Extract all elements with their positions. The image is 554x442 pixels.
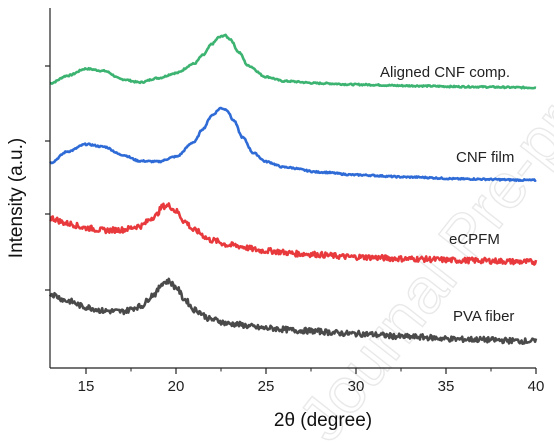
- series-line-0: [49, 33, 537, 90]
- x-tick-label: 30: [348, 378, 365, 395]
- x-tick-labels: 15 20 25 30 35 40: [78, 378, 545, 395]
- x-tick-label: 35: [438, 378, 455, 395]
- series-line-1: [49, 106, 537, 183]
- y-axis-title: Intensity (a.u.): [6, 138, 27, 258]
- x-tick-label: 40: [528, 378, 545, 395]
- x-axis-title: 2θ (degree): [274, 410, 372, 431]
- series-lines: [48, 33, 538, 346]
- series-label-3: PVA fiber: [453, 308, 514, 325]
- series-labels: Aligned CNF comp. CNF film eCPFM PVA fiber: [380, 64, 514, 325]
- series-label-0: Aligned CNF comp.: [380, 64, 510, 81]
- series-line-3: [48, 277, 538, 346]
- x-tick-label: 25: [258, 378, 275, 395]
- series-line-2: [49, 202, 538, 266]
- series-label-1: CNF film: [456, 149, 514, 166]
- x-tick-label: 20: [168, 378, 185, 395]
- series-label-2: eCPFM: [449, 231, 500, 248]
- x-tick-label: 15: [78, 378, 95, 395]
